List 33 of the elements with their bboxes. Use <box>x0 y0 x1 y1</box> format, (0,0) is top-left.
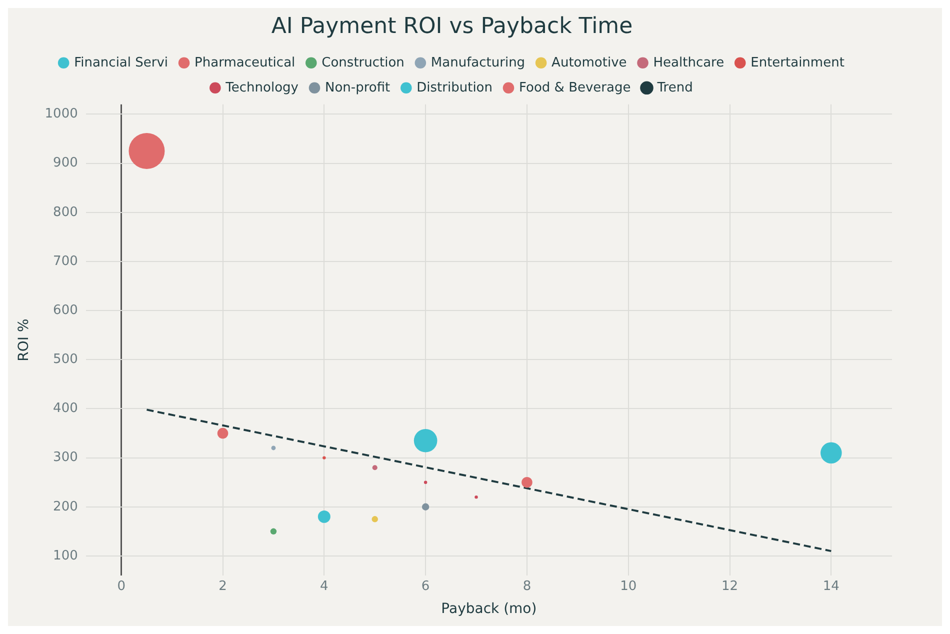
y-tick-label: 600 <box>53 302 78 318</box>
x-tick-label: 10 <box>620 578 637 594</box>
chart-title: AI Payment ROI vs Payback Time <box>271 14 633 39</box>
y-tick-label: 700 <box>53 254 78 269</box>
legend-label: Technology <box>224 80 299 96</box>
x-tick-label: 14 <box>822 578 840 594</box>
y-axis-title: ROI % <box>16 318 32 362</box>
legend-label: Non-profit <box>325 80 390 96</box>
y-tick-label: 300 <box>53 450 78 466</box>
y-tick-label: 100 <box>53 548 78 564</box>
x-tick-label: 12 <box>721 578 738 594</box>
y-tick-label: 1000 <box>44 106 78 122</box>
x-tick-label: 4 <box>320 578 328 594</box>
x-axis-title: Payback (mo) <box>441 601 537 618</box>
x-tick-label: 0 <box>117 578 126 594</box>
x-tick-label: 6 <box>421 578 430 594</box>
y-tick-label: 800 <box>53 204 78 220</box>
x-tick-label: 8 <box>522 578 532 594</box>
legend-label: Food & Beverage <box>519 80 631 96</box>
y-tick-label: 400 <box>53 401 78 416</box>
legend-label: Construction <box>322 55 404 70</box>
legend-label: Entertainment <box>750 55 844 70</box>
legend-label: Automotive <box>552 55 627 70</box>
legend-label: Trend <box>656 80 693 96</box>
y-tick-label: 500 <box>53 352 78 368</box>
y-tick-label: 900 <box>53 156 78 171</box>
legend-label: Pharmaceutical <box>194 55 296 70</box>
legend-label: Distribution <box>416 80 492 96</box>
legend-label: Healthcare <box>653 55 724 70</box>
x-tick-label: 2 <box>218 578 227 594</box>
y-tick-label: 200 <box>53 499 78 514</box>
legend-label: Financial Servi <box>74 55 168 70</box>
legend-label: Manufacturing <box>430 55 526 70</box>
